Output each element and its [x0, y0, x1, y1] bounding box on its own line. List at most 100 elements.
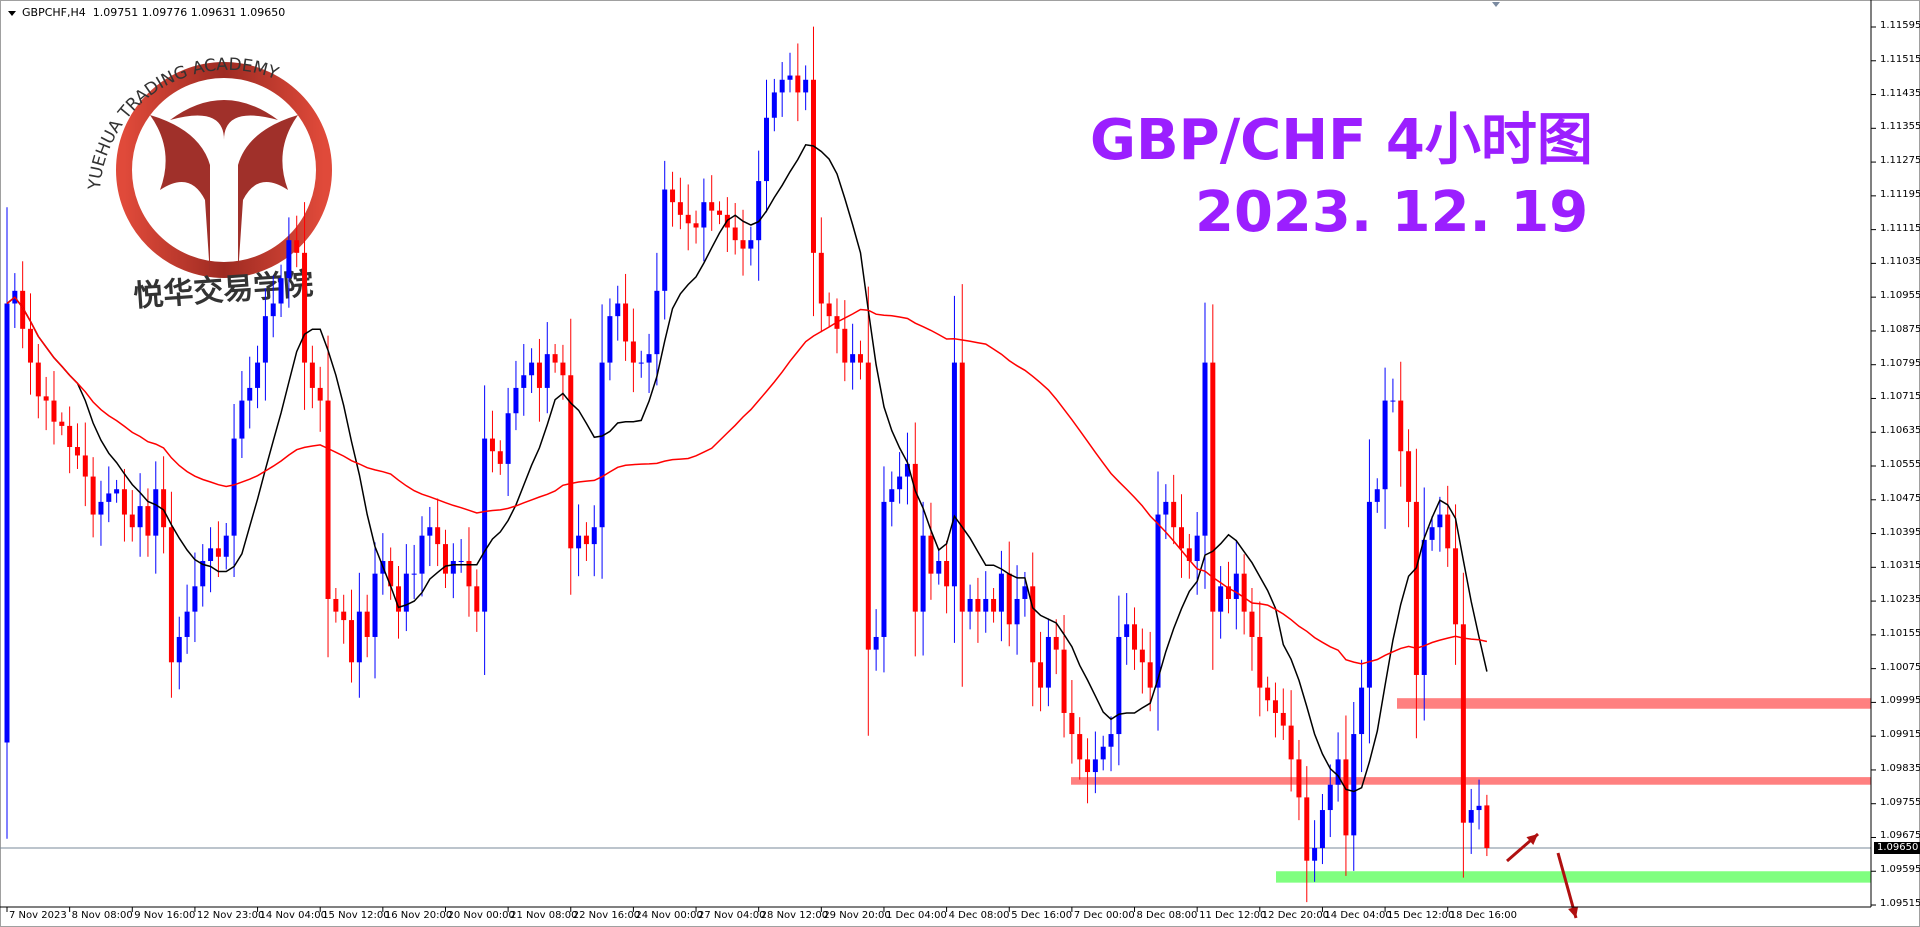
candle-body: [192, 586, 198, 612]
candle-body: [1429, 527, 1435, 540]
candle-body: [709, 202, 715, 211]
candle: [670, 171, 676, 227]
candle-body: [959, 362, 965, 612]
candle: [936, 550, 942, 585]
candle: [474, 569, 480, 632]
candle-body: [904, 463, 910, 477]
price-tick-label: 1.10715: [1880, 391, 1920, 403]
dropdown-triangle-icon[interactable]: [8, 10, 16, 16]
candle: [239, 371, 245, 458]
time-tick-label: 15 Dec 12:00: [1387, 910, 1455, 921]
candle: [998, 550, 1004, 642]
candle: [192, 552, 198, 643]
time-tick-label: 4 Dec 08:00: [948, 910, 1010, 921]
candle: [1288, 690, 1294, 792]
candle-body: [1147, 662, 1153, 688]
price-tick-label: 1.11035: [1880, 256, 1920, 268]
candle-body: [1038, 662, 1044, 688]
candle: [1351, 701, 1357, 871]
price-tick-label: 1.10155: [1880, 627, 1920, 639]
candle-body: [1006, 573, 1012, 625]
time-tick-label: 22 Nov 16:00: [572, 910, 641, 921]
candle-body: [1484, 805, 1490, 849]
candle-body: [1092, 759, 1098, 773]
candle-body: [294, 240, 300, 253]
candle: [1312, 820, 1318, 882]
candle-body: [1233, 573, 1239, 599]
candle-body: [1351, 734, 1357, 836]
candle-body: [1445, 514, 1451, 549]
candle: [317, 366, 323, 432]
candle: [1147, 631, 1153, 712]
candle: [920, 501, 926, 656]
candle-body: [121, 489, 127, 515]
candle-body: [552, 354, 558, 363]
candle: [231, 403, 237, 578]
price-tick-label: 1.09675: [1880, 830, 1920, 842]
candle-body: [544, 354, 550, 388]
candle: [1249, 588, 1255, 671]
candle-body: [521, 375, 527, 388]
slow-moving-average-line: [6, 296, 1488, 665]
candle: [419, 516, 425, 597]
candle-body: [1225, 586, 1231, 599]
chart-shift-marker-icon[interactable]: [1492, 2, 1500, 7]
candle-body: [114, 489, 120, 494]
candle: [810, 26, 816, 317]
candle: [834, 298, 840, 354]
time-tick-label: 14 Nov 04:00: [259, 910, 327, 921]
candle-body: [740, 240, 746, 249]
candle-body: [1061, 649, 1067, 713]
candle-body: [1272, 700, 1278, 713]
candle: [732, 203, 738, 255]
candle: [59, 412, 65, 436]
candle-body: [161, 489, 167, 528]
candle: [599, 304, 605, 579]
candle-body: [646, 354, 652, 363]
candle: [349, 589, 355, 683]
candle: [1210, 304, 1216, 670]
candle: [1132, 607, 1138, 670]
candle: [1327, 764, 1333, 838]
candle: [717, 201, 723, 225]
candle: [693, 210, 699, 244]
candle-body: [372, 573, 378, 637]
logo-ring: [116, 62, 332, 278]
candle: [1484, 794, 1490, 857]
candle-body: [748, 240, 754, 249]
candle-body: [137, 506, 143, 528]
time-tick-label: 8 Dec 08:00: [1136, 910, 1198, 921]
candle: [35, 344, 41, 419]
price-tick-label: 1.09755: [1880, 796, 1920, 808]
candle: [1171, 474, 1177, 545]
candle-body: [998, 573, 1004, 612]
candle: [591, 505, 597, 577]
candle: [1038, 631, 1044, 712]
candle: [1421, 487, 1427, 721]
candle-body: [717, 210, 723, 215]
candle: [959, 284, 965, 687]
candle-body: [1069, 712, 1075, 735]
candle-body: [1241, 573, 1247, 612]
ohlc-readout: 1.09751 1.09776 1.09631 1.09650: [92, 6, 286, 19]
candle: [1460, 572, 1466, 878]
candle: [1476, 779, 1482, 830]
candle: [1139, 628, 1145, 694]
support-resistance-zone: [1276, 871, 1871, 883]
candle-body: [153, 489, 159, 536]
candle: [1445, 485, 1451, 567]
candle: [1124, 593, 1130, 665]
candle-body: [1327, 784, 1333, 811]
candle-body: [536, 362, 542, 388]
candle: [153, 461, 159, 574]
candle: [333, 588, 339, 623]
candle-body: [842, 328, 848, 363]
candle-body: [756, 181, 762, 241]
candle: [1186, 533, 1192, 579]
candle-body: [356, 611, 362, 663]
candle-body: [560, 362, 566, 376]
candle: [137, 473, 143, 557]
candle: [497, 440, 503, 475]
candle-body: [1359, 687, 1365, 735]
